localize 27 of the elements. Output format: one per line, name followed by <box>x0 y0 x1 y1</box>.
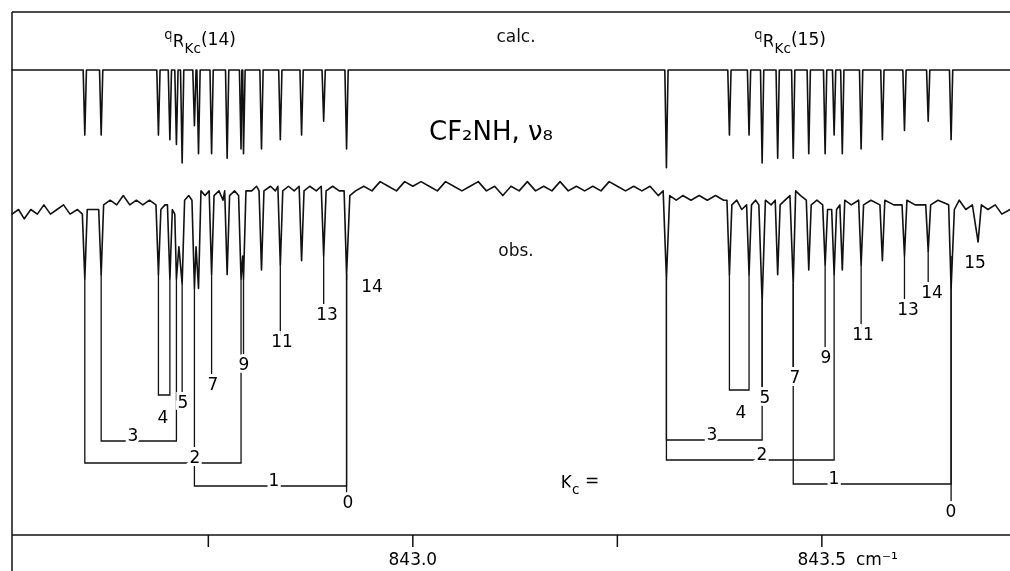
x-tick-label: 843.0 <box>388 549 438 569</box>
annotation: 7 <box>207 374 219 394</box>
annotation: 13 <box>316 304 338 324</box>
annotation: 13 <box>897 299 919 319</box>
text: CF₂NH, ν₈ <box>428 115 554 146</box>
annotation: 3 <box>127 425 139 445</box>
annotation: 14 <box>361 276 383 296</box>
annotation: 4 <box>735 402 747 422</box>
annotation: 14 <box>921 282 943 302</box>
annotation: 9 <box>820 347 832 367</box>
annotation: 15 <box>964 252 986 272</box>
annotation: 5 <box>177 392 189 412</box>
text: $^{q}$R$_{Kc}$(14) <box>164 25 236 56</box>
annotation: 11 <box>852 324 874 344</box>
x-axis-title: cm⁻¹ <box>856 549 898 569</box>
annotation: 11 <box>271 331 293 351</box>
annotation: 0 <box>945 501 957 521</box>
annotation: 3 <box>706 424 718 444</box>
x-tick-label: 843.5 <box>797 549 847 569</box>
annotation: 2 <box>756 444 768 464</box>
text: obs. <box>498 240 534 260</box>
annotation: 1 <box>828 468 840 488</box>
text: $^{q}$R$_{Kc}$(15) <box>754 25 826 56</box>
annotation: 1 <box>268 470 280 490</box>
annotation: 4 <box>157 407 169 427</box>
annotation: 0 <box>342 492 354 512</box>
series-label: calc. <box>496 26 536 46</box>
